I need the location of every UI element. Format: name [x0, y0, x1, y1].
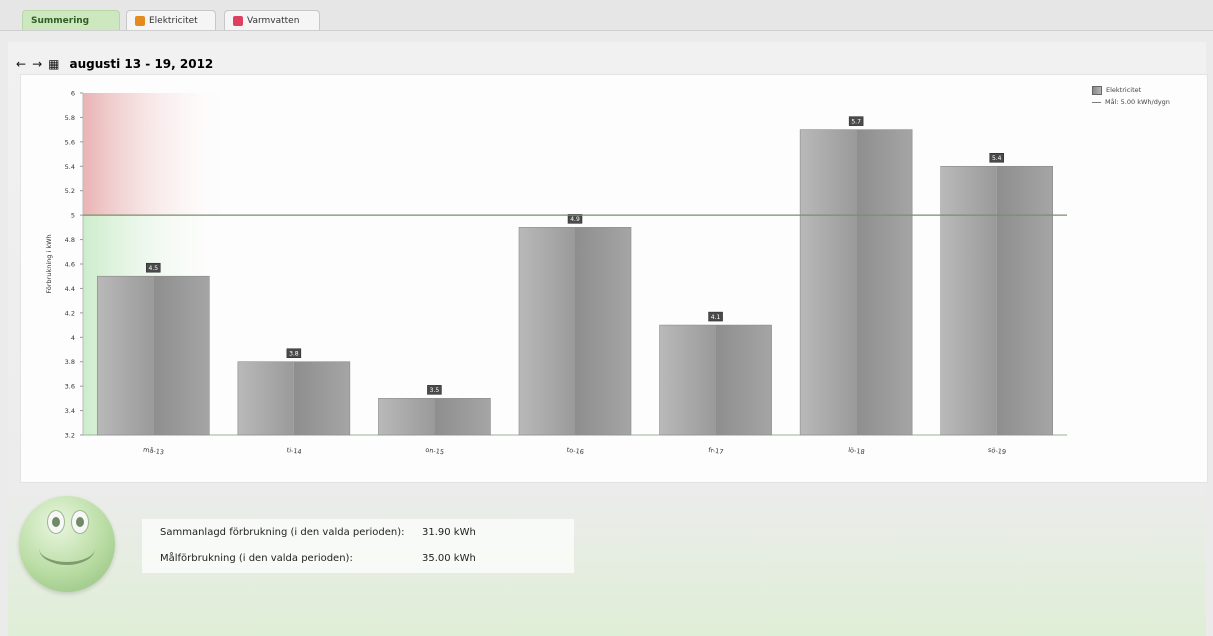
- data-label-box: [708, 311, 723, 322]
- x-tick-label: lö-18: [848, 446, 865, 456]
- data-label-box: [848, 116, 864, 126]
- bar-outline: [518, 227, 632, 436]
- y-tick-label: 5.4: [65, 163, 75, 171]
- tab-summering-label: Summering: [31, 15, 90, 26]
- tab-varmvatten-label: Varmvatten: [247, 15, 300, 26]
- legend-label-elektricitet: Elektricitet: [1106, 86, 1142, 94]
- data-label-box: [989, 153, 1004, 163]
- x-tick-label: ti-14: [286, 446, 302, 456]
- summary-total-label: Sammanlagd förbrukning (i den valda peri…: [160, 526, 405, 538]
- data-label-box: [146, 262, 161, 273]
- x-tick-label: on-15: [425, 446, 445, 457]
- data-label-box: [286, 348, 302, 358]
- data-label: 4.9: [570, 216, 580, 223]
- smiley-mouth: [39, 532, 95, 565]
- summary-total-row: Sammanlagd förbrukning (i den valda peri…: [142, 519, 574, 545]
- bar-right-face: [153, 276, 210, 435]
- legend-swatch-target: [1092, 101, 1101, 103]
- y-tick-label: 4: [71, 334, 75, 342]
- bar-right-face: [856, 129, 913, 435]
- x-tick-label: to-16: [566, 446, 584, 456]
- period-title: augusti 13 - 19, 2012: [69, 57, 214, 71]
- bar-left-face: [940, 166, 997, 435]
- y-tick-label: 6: [71, 90, 75, 98]
- data-label: 4.1: [711, 314, 721, 321]
- y-axis-label: Förbrukning i kWh: [45, 234, 53, 293]
- tab-elektricitet-label: Elektricitet: [149, 15, 198, 26]
- data-label: 3.5: [430, 387, 440, 394]
- bar-outline: [96, 275, 210, 436]
- bar-outline: [940, 165, 1054, 436]
- tab-bar: Summering Elektricitet Varmvatten: [0, 0, 1213, 31]
- y-tick-label: 4.6: [65, 261, 75, 269]
- y-tick-label: 5.6: [65, 138, 75, 146]
- legend-label-target: Mål: 5.00 kWh/dygn: [1105, 98, 1170, 106]
- bar: [940, 165, 1054, 436]
- x-tick-label: må-13: [143, 445, 165, 457]
- chart-svg: 3.2 3.4 3.6 3.8 4 4.2 4.4 4.6 4.8 5 5.2 5.4 5.6 5.8 6 F…: [45, 90, 1067, 457]
- legend-swatch-elektricitet: [1092, 85, 1102, 95]
- bar: [518, 227, 632, 436]
- y-tick-label: 4.4: [65, 285, 75, 293]
- bar-left-face: [378, 398, 435, 435]
- bar: [378, 398, 491, 436]
- y-tick-label: 3.2: [65, 432, 75, 440]
- bar-left-face: [659, 325, 716, 435]
- y-tick-label: 3.8: [65, 358, 75, 366]
- y-tick-label: 5: [71, 212, 75, 220]
- summary-goal-row: Målförbrukning (i den valda perioden): 3…: [142, 545, 574, 571]
- y-tick-label: 3.4: [65, 407, 75, 415]
- tab-varmvatten[interactable]: Varmvatten: [224, 10, 320, 30]
- electricity-icon: [135, 15, 145, 26]
- smiley-left-eye: [47, 510, 65, 534]
- bar: [799, 129, 913, 436]
- bar-right-face: [715, 325, 772, 435]
- bar-left-face: [519, 227, 575, 435]
- bar: [659, 324, 772, 436]
- bar-right-face: [996, 166, 1053, 435]
- data-label: 3.8: [289, 350, 299, 357]
- chart-legend: Elektricitet Mål: 5.00 kWh/dygn: [1092, 84, 1170, 108]
- bar-outline: [799, 129, 913, 436]
- bar-left-face: [237, 361, 294, 435]
- bar-outline: [237, 361, 351, 436]
- tab-elektricitet[interactable]: Elektricitet: [126, 10, 216, 30]
- bar-right-face: [293, 361, 350, 435]
- smiley-icon: [19, 496, 115, 592]
- y-tick-label: 4.8: [65, 236, 75, 244]
- data-label: 5.4: [992, 155, 1002, 162]
- data-label: 5.7: [851, 118, 861, 125]
- bar-left-face: [97, 276, 154, 435]
- arrow-left-icon[interactable]: ←: [16, 57, 27, 71]
- bar-right-face: [434, 398, 491, 435]
- y-tick-label: 5.2: [65, 187, 75, 195]
- x-tick-label: fr-17: [708, 446, 724, 456]
- x-tick-label: sö-19: [987, 446, 1006, 456]
- arrow-right-icon[interactable]: →: [32, 57, 43, 71]
- summary-goal-label: Målförbrukning (i den valda perioden):: [160, 552, 353, 564]
- y-tick-label: 4.2: [65, 309, 75, 317]
- summary-box: Sammanlagd förbrukning (i den valda peri…: [142, 519, 574, 573]
- data-label-box: [567, 214, 583, 224]
- data-label: 4.5: [149, 265, 159, 272]
- y-tick-label: 3.6: [65, 383, 75, 391]
- y-tick-label: 5.8: [65, 114, 75, 122]
- summary-total-value: 31.90 kWh: [422, 526, 476, 538]
- bar-left-face: [800, 129, 857, 435]
- bar: [237, 361, 351, 436]
- summary-goal-value: 35.00 kWh: [422, 552, 476, 564]
- bar-outline: [378, 398, 491, 436]
- consumption-chart: 3.2 3.4 3.6 3.8 4 4.2 4.4 4.6 4.8 5 5.2 5.4 5.6 5.8 6 F…: [20, 74, 1208, 483]
- hot-water-icon: [233, 15, 243, 26]
- date-navigation: ← → ▦ augusti 13 - 19, 2012: [16, 54, 213, 74]
- bar-outline: [659, 324, 772, 436]
- smiley-right-eye: [71, 510, 89, 534]
- calendar-icon[interactable]: ▦: [48, 57, 60, 71]
- tab-summering[interactable]: Summering: [22, 10, 120, 30]
- bar: [96, 275, 210, 436]
- data-label-box: [427, 385, 442, 395]
- bar-right-face: [575, 227, 631, 435]
- over-target-zone: [83, 93, 233, 216]
